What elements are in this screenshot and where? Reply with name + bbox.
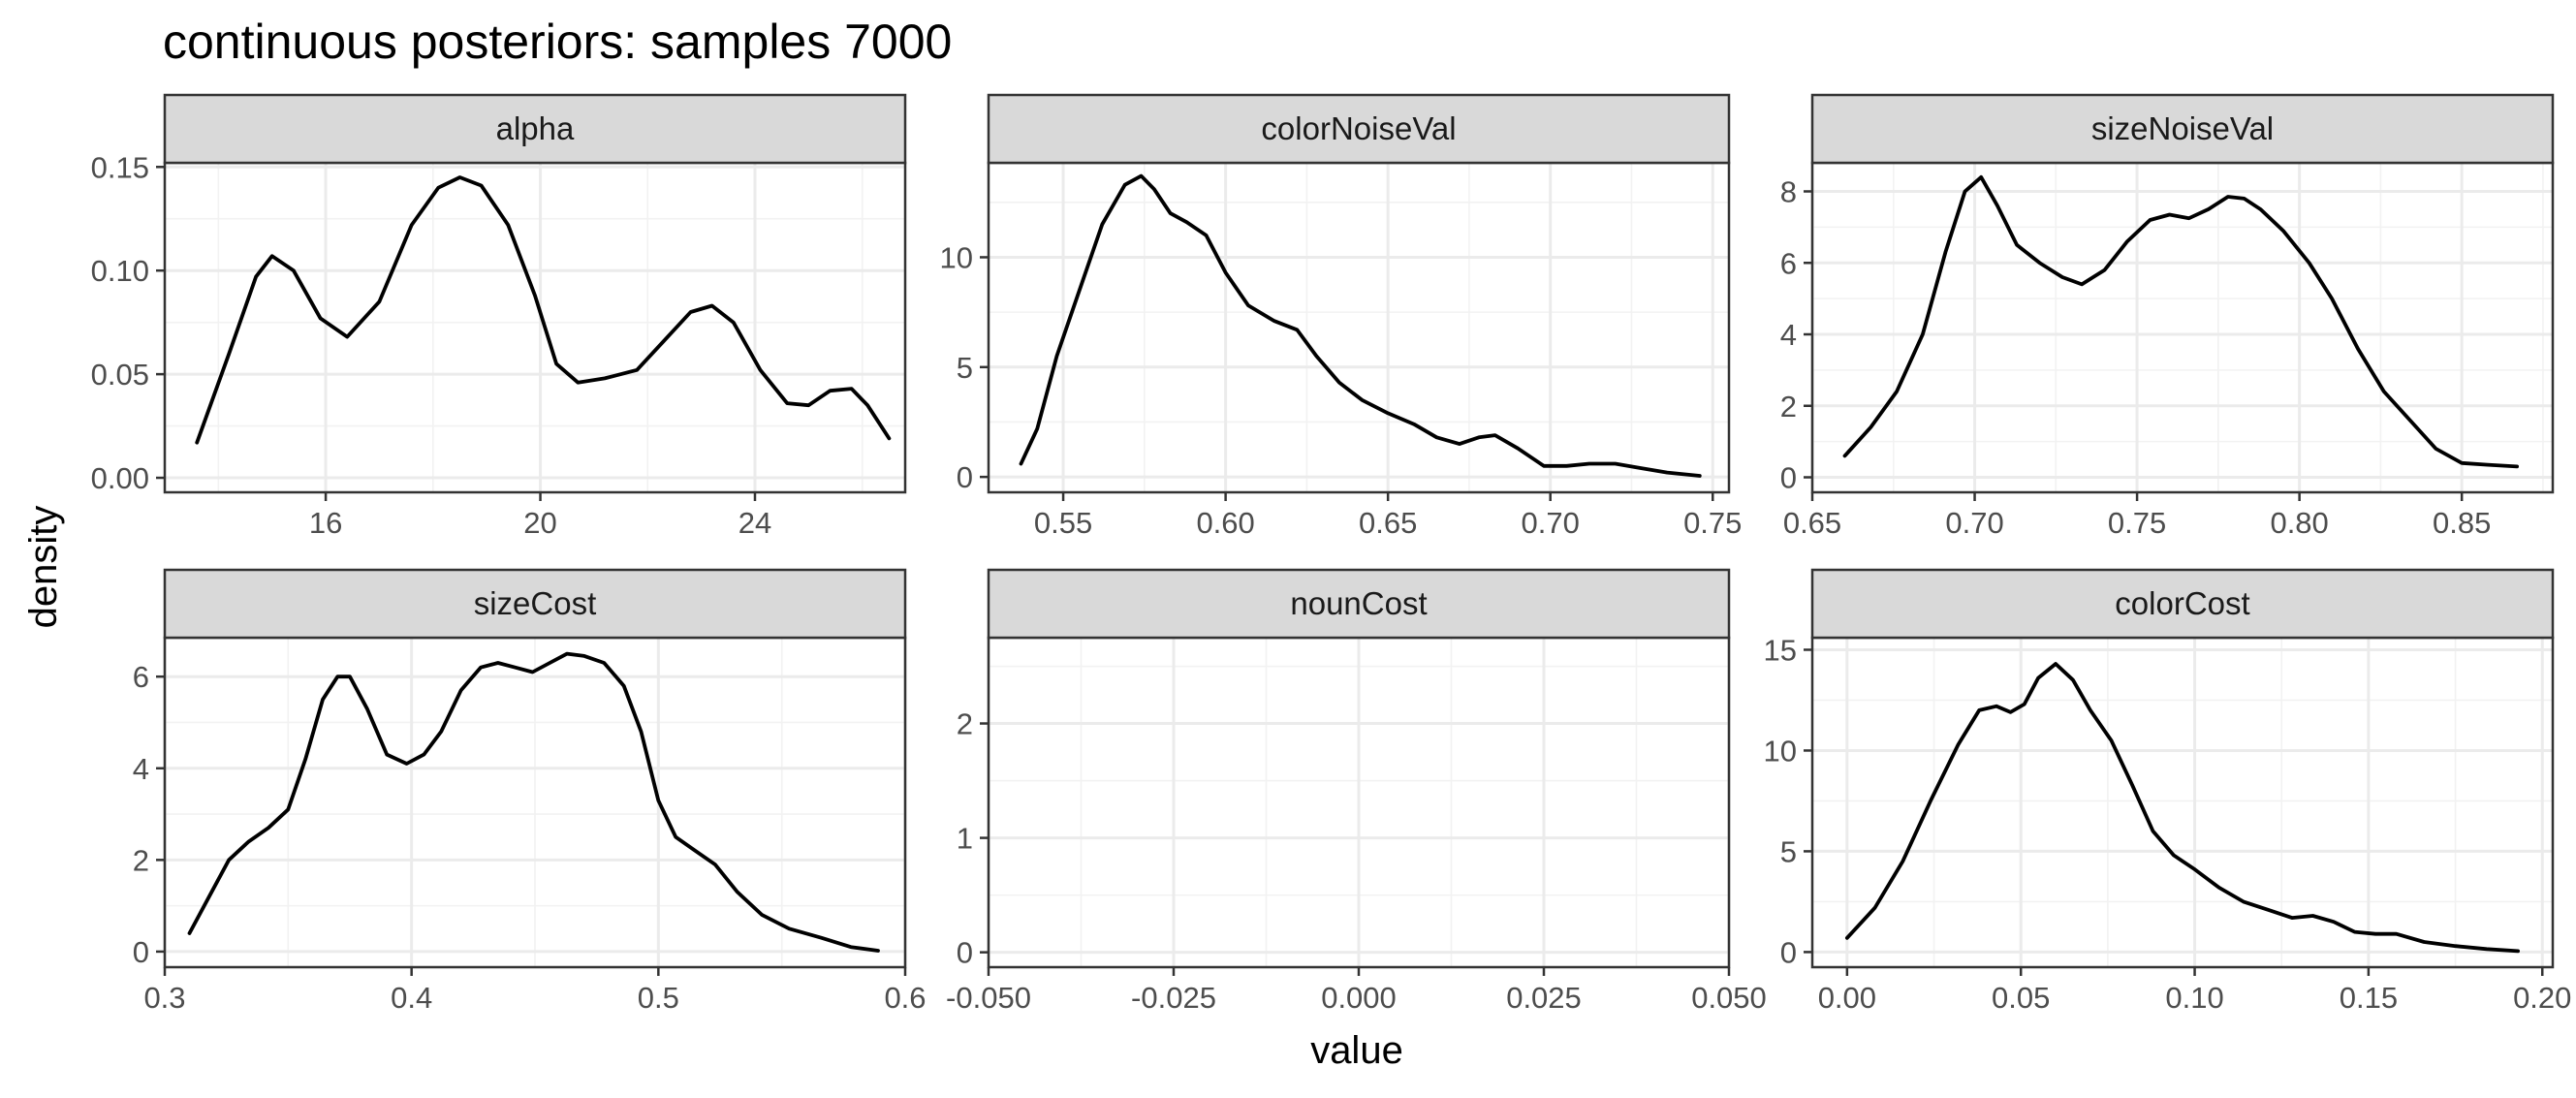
x-tick-label: 0.75 — [1683, 506, 1742, 540]
y-tick-label: 10 — [940, 240, 973, 274]
x-tick-label: 16 — [309, 506, 342, 540]
facet-strip-colorcost — [1810, 568, 2555, 640]
facet-panel-colorcost: colorCost 0.00 0.05 0.10 0.15 0.20 0 5 10 15 — [1764, 568, 2571, 1015]
x-tick-label: 0.025 — [1506, 981, 1582, 1015]
grid-lines — [989, 163, 1729, 492]
x-tick-label: -0.050 — [946, 981, 1031, 1015]
x-tick-label: 0.80 — [2270, 506, 2328, 540]
facet-label-sizenoiseval: sizeNoiseVal — [2091, 110, 2274, 146]
y-tick-label: 5 — [957, 351, 973, 385]
x-tick-label: 0.3 — [143, 981, 185, 1015]
x-tick-label: 0.10 — [2165, 981, 2223, 1015]
figure-title: continuous posteriors: samples 7000 — [163, 15, 952, 69]
facet-label-alpha: alpha — [496, 110, 575, 146]
y-tick-label: 2 — [1780, 390, 1797, 424]
x-tick-label: 0.15 — [2340, 981, 2398, 1015]
y-tick-label: 1 — [957, 822, 973, 856]
panel-background — [1812, 638, 2553, 967]
y-tick-label: 2 — [957, 707, 973, 741]
facet-label-colornoiseval: colorNoiseVal — [1261, 110, 1456, 146]
y-tick-label: 6 — [133, 660, 149, 694]
facet-strip-sizecost — [163, 568, 907, 640]
y-tick-label: 10 — [1764, 734, 1797, 768]
y-tick-label: 0.00 — [91, 461, 149, 495]
facet-strip-colornoiseval — [987, 93, 1731, 165]
facet-panel-nouncost: nounCost -0.050 -0.025 0.000 0.025 0.050 0 1 2 — [946, 568, 1767, 1015]
y-tick-label: 4 — [1780, 318, 1797, 352]
facet-label-nouncost: nounCost — [1290, 585, 1427, 621]
y-tick-label: 2 — [133, 843, 149, 877]
y-tick-label: 0 — [1780, 461, 1797, 495]
x-tick-label: 0.70 — [1945, 506, 2003, 540]
grid-lines — [1812, 638, 2553, 967]
y-tick-label: 0 — [1780, 935, 1797, 969]
y-tick-label: 0.15 — [91, 150, 149, 184]
x-tick-label: 0.85 — [2433, 506, 2491, 540]
density-line-sizenoiseval — [1842, 174, 2519, 469]
panel-background — [165, 163, 905, 492]
facet-strip-nouncost — [987, 568, 1731, 640]
y-tick-label: 0 — [957, 936, 973, 970]
facet-panel-sizenoiseval: sizeNoiseVal 0.65 0.70 0.75 0.80 0.85 0 2 4 6 8 — [1780, 93, 2555, 540]
x-tick-label: 0.00 — [1818, 981, 1876, 1015]
facet-strip-alpha — [163, 93, 907, 165]
y-tick-label: 8 — [1780, 175, 1797, 209]
y-tick-label: 0 — [957, 460, 973, 494]
facet-label-colorcost: colorCost — [2115, 585, 2249, 621]
facet-strip-sizenoiseval — [1810, 93, 2555, 165]
x-tick-label: 0.75 — [2108, 506, 2166, 540]
x-tick-label: 0.20 — [2513, 981, 2571, 1015]
facet-panel-alpha: alpha 16 20 24 0.00 0.05 0.10 0.15 — [91, 93, 907, 540]
x-tick-label: 0.70 — [1522, 506, 1580, 540]
y-tick-label: 0.05 — [91, 358, 149, 392]
x-tick-label: 0.65 — [1359, 506, 1417, 540]
x-tick-label: -0.025 — [1131, 981, 1216, 1015]
x-tick-label: 0.65 — [1783, 506, 1841, 540]
y-tick-label: 6 — [1780, 246, 1797, 280]
x-axis-title: value — [1310, 1029, 1403, 1072]
density-line-alpha — [195, 175, 892, 445]
x-tick-label: 0.55 — [1034, 506, 1092, 540]
y-tick-label: 0.10 — [91, 254, 149, 288]
grid-lines — [165, 163, 905, 492]
y-tick-label: 0 — [133, 935, 149, 969]
y-axis-title: density — [22, 506, 65, 629]
x-tick-label: 0.05 — [1992, 981, 2050, 1015]
density-line-colorcost — [1845, 662, 2520, 954]
x-tick-label: 0.4 — [391, 981, 432, 1015]
x-tick-label: 0.6 — [884, 981, 926, 1015]
grid-lines — [163, 638, 907, 967]
x-tick-label: 0.5 — [638, 981, 679, 1015]
facet-label-sizecost: sizeCost — [474, 585, 597, 621]
x-tick-label: 0.000 — [1321, 981, 1397, 1015]
density-line-colornoiseval — [1019, 173, 1702, 478]
x-tick-label: 24 — [738, 506, 771, 540]
facet-panel-colornoiseval: colorNoiseVal 0.55 0.60 0.65 0.70 0.75 0 5 10 — [940, 93, 1742, 540]
x-tick-label: 0.60 — [1196, 506, 1254, 540]
facet-panel-sizecost: sizeCost 0.3 0.4 0.5 0.6 0 2 4 6 — [133, 568, 927, 1015]
y-tick-label: 15 — [1764, 633, 1797, 667]
y-tick-label: 4 — [133, 752, 149, 786]
density-line-sizecost — [187, 651, 880, 953]
x-tick-label: 0.050 — [1691, 981, 1767, 1015]
y-tick-label: 5 — [1780, 834, 1797, 868]
panel-background — [989, 163, 1729, 492]
x-tick-label: 20 — [523, 506, 556, 540]
